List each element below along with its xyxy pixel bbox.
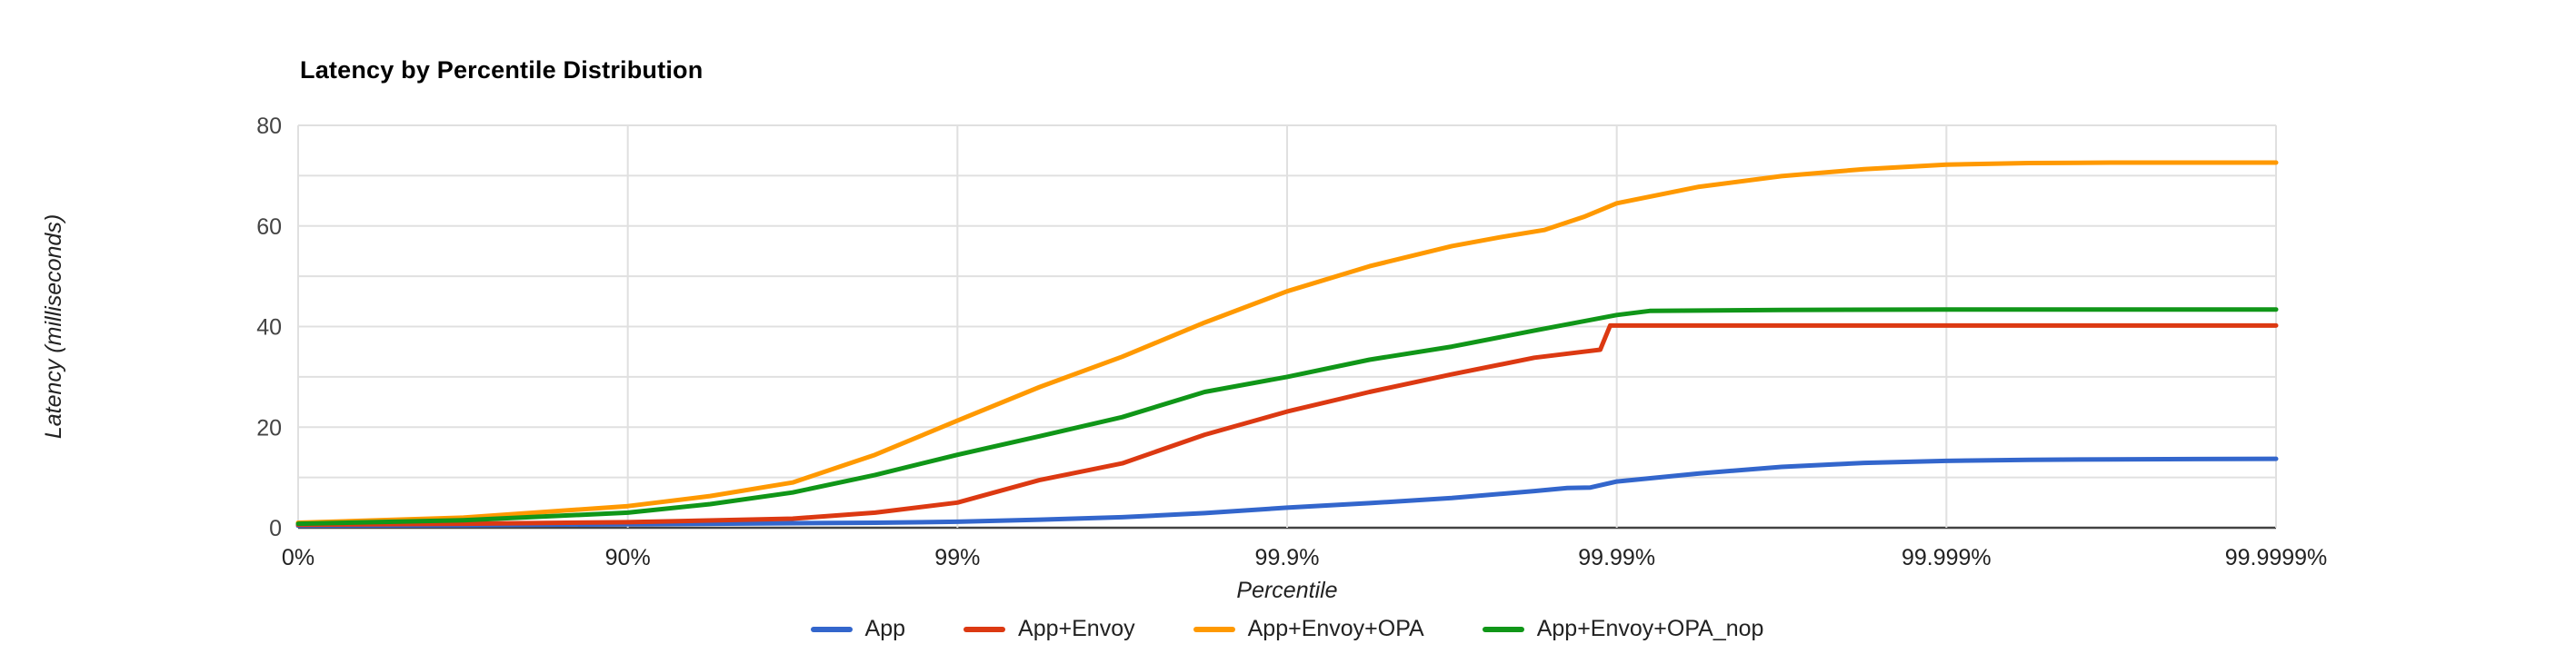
x-tick-label: 99.9999% bbox=[2225, 545, 2328, 570]
legend-swatch-icon bbox=[1482, 626, 1524, 632]
y-tick-label: 20 bbox=[256, 415, 282, 441]
legend-swatch-icon bbox=[1193, 626, 1235, 632]
chart-title: Latency by Percentile Distribution bbox=[300, 56, 704, 84]
series-line-App+Envoy bbox=[295, 322, 2279, 528]
x-tick-label: 99% bbox=[934, 545, 980, 570]
legend-swatch-icon bbox=[810, 626, 853, 632]
y-tick-label: 80 bbox=[256, 114, 282, 139]
series-line-App+Envoy+OPA bbox=[295, 160, 2279, 525]
legend-label: App bbox=[864, 616, 906, 641]
y-tick-label: 40 bbox=[256, 315, 282, 341]
y-tick-label: 60 bbox=[256, 214, 282, 240]
x-axis-title: Percentile bbox=[1236, 578, 1338, 603]
series-line-App+Envoy+OPA_nop bbox=[295, 307, 2279, 527]
legend-label: App+Envoy bbox=[1018, 616, 1135, 641]
legend-item-App+Envoy: App+Envoy bbox=[964, 616, 1135, 642]
legend-item-App+Envoy+OPA: App+Envoy+OPA bbox=[1193, 616, 1424, 642]
legend-label: App+Envoy+OPA bbox=[1247, 616, 1424, 641]
x-tick-label: 99.99% bbox=[1578, 545, 1655, 570]
legend-item-App: App bbox=[810, 616, 906, 642]
x-tick-label: 99.9% bbox=[1255, 545, 1320, 570]
x-tick-label: 0% bbox=[282, 545, 315, 570]
legend-swatch-icon bbox=[964, 626, 1006, 632]
y-tick-label: 0 bbox=[269, 516, 282, 541]
x-tick-label: 90% bbox=[605, 545, 651, 570]
legend: App App+Envoy App+Envoy+OPA App+Envoy+OPA_n… bbox=[298, 616, 2276, 642]
series-line-App bbox=[295, 456, 2279, 529]
legend-item-App+Envoy+OPA_nop: App+Envoy+OPA_nop bbox=[1482, 616, 1764, 642]
legend-label: App+Envoy+OPA_nop bbox=[1536, 616, 1764, 641]
x-tick-label: 99.999% bbox=[1902, 545, 1992, 570]
